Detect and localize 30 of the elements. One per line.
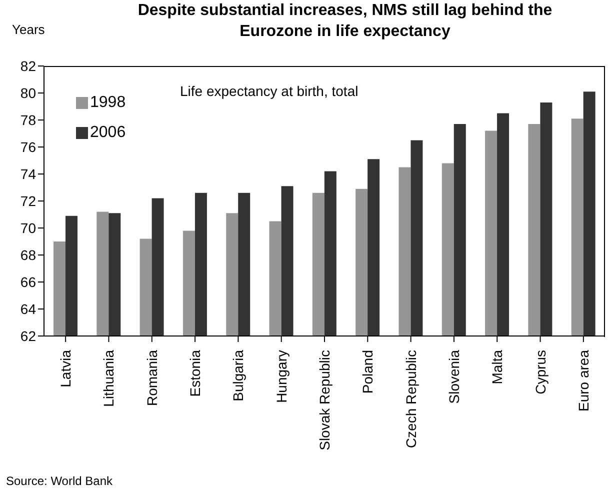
x-tick-label: Euro area bbox=[575, 350, 592, 412]
x-tick-label: Slovenia bbox=[446, 350, 462, 404]
x-tick-label: Latvia bbox=[58, 350, 74, 388]
x-tick-label: Hungary bbox=[273, 350, 290, 403]
x-tick-label: Slovak Republic bbox=[316, 350, 332, 450]
chart-title: Despite substantial increases, NMS still lag behind the Eurozone in life expectancy bbox=[136, 1, 554, 42]
y-tick-label: 80 bbox=[20, 84, 36, 101]
y-tick-label: 66 bbox=[20, 274, 36, 290]
y-tick-label: 64 bbox=[20, 300, 36, 317]
y-tick-label: 62 bbox=[20, 328, 36, 344]
y-tick-label: 70 bbox=[20, 220, 36, 236]
y-tick-label: 74 bbox=[20, 166, 36, 182]
annotation: Life expectancy at birth, total bbox=[180, 83, 358, 99]
x-tick-label: Estonia bbox=[187, 350, 204, 397]
y-tick-label: 72 bbox=[20, 192, 36, 209]
legend-label: 2006 bbox=[90, 123, 126, 143]
y-axis-title: Years bbox=[12, 22, 45, 37]
x-tick-label: Malta bbox=[489, 350, 506, 384]
x-tick-label: Romania bbox=[144, 350, 160, 406]
x-tick-label: Lithuania bbox=[100, 350, 117, 407]
y-tick-label: 68 bbox=[20, 246, 36, 263]
y-tick-label: 82 bbox=[20, 58, 36, 74]
x-tick-label: Cyprus bbox=[532, 350, 548, 394]
x-tick-label: Poland bbox=[360, 350, 376, 394]
x-tick-label: Czech Republic bbox=[402, 350, 419, 448]
y-tick-label: 76 bbox=[20, 138, 36, 155]
source-note: Source: World Bank bbox=[6, 474, 112, 488]
y-tick-label: 78 bbox=[20, 112, 36, 128]
x-tick-label: Bulgaria bbox=[230, 350, 246, 402]
legend-label: 1998 bbox=[90, 93, 126, 113]
